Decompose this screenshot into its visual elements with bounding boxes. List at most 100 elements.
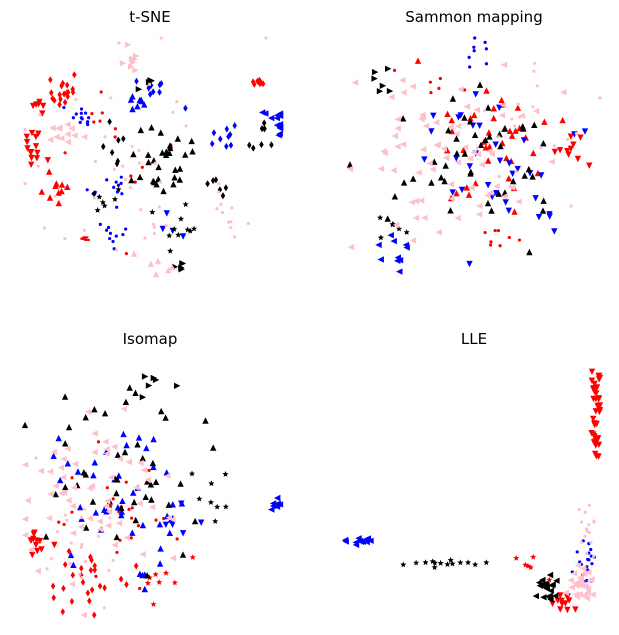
lle-point-pink-tri-left (584, 585, 591, 593)
lle-point-red-tri-down (592, 395, 600, 403)
lle-point-red-tri-down (588, 377, 596, 384)
tsne-point-blue-dot (83, 111, 88, 115)
isomap-point-pink-tri-left (80, 611, 87, 619)
lle-point-pink-dot (577, 507, 581, 511)
sammon-point-pink-tri-left (488, 150, 496, 158)
sammon-point-pink-tri-left (392, 221, 400, 229)
tsne-point-pink-tri-up (152, 270, 160, 278)
isomap-point-blue-tri-up (141, 585, 148, 593)
sammon-point-black-star (377, 214, 384, 221)
sammon-point-blue-tri-down (546, 211, 553, 218)
tsne-point-pink-dot (230, 206, 234, 210)
sammon-point-red-dot (493, 228, 497, 233)
sammon-point-pink-dot (510, 117, 514, 121)
isomap-point-pink-tri-left (59, 474, 67, 481)
isomap-point-black-star (222, 503, 229, 510)
isomap-point-pink-tri-left (125, 458, 132, 466)
tsne-point-black-tri-up (148, 124, 155, 131)
tsne-point-blue-diamond (232, 122, 237, 130)
tsne-point-red-tri-down (28, 154, 35, 162)
lle-point-red-tri-down (592, 450, 599, 458)
sammon-point-pink-tri-left (453, 130, 460, 138)
sammon-point-blue-tri-left (394, 254, 401, 261)
tsne-point-black-diamond (91, 190, 97, 198)
isomap-point-red-diamond (102, 584, 107, 592)
tsne-point-red-tri-down (23, 139, 31, 146)
isomap-point-red-dot (57, 520, 61, 524)
lle-point-red-star (530, 553, 537, 560)
isomap-point-red-tri-down (33, 537, 40, 544)
sammon-point-red-tri-up (559, 116, 566, 124)
isomap-point-pink-tri-left (69, 502, 76, 510)
tsne-point-black-tri-up (171, 174, 178, 181)
sammon-point-blue-tri-down (466, 163, 473, 170)
isomap-point-blue-tri-down (169, 521, 176, 528)
sammon-point-black-tri-up (346, 161, 354, 168)
sammon-point-pink-tri-left (493, 182, 500, 190)
lle-point-red-tri-down (572, 606, 579, 613)
tsne-point-pink-tri-left (49, 124, 56, 132)
tsne-point-pink-dot (123, 177, 128, 182)
lle-point-blue-tri-left (352, 539, 359, 546)
isomap-point-black-tri-up (101, 410, 109, 417)
tsne-point-blue-dot (74, 112, 78, 116)
tsne-point-red-tri-down (35, 130, 42, 137)
tsne-point-pink-dot (264, 36, 268, 40)
tsne-point-black-diamond (269, 141, 274, 149)
isomap-point-pink-tri-left (97, 526, 104, 533)
tsne-point-red-diamond (257, 76, 262, 84)
tsne-point-blue-dot (105, 178, 109, 182)
sammon-point-black-tri-up (526, 248, 533, 256)
isomap-point-black-tri-up (121, 448, 129, 456)
lle-point-blue-tri-left (363, 538, 370, 546)
tsne-point-black-diamond (115, 157, 120, 165)
tsne-point-pink-dot (152, 225, 156, 229)
sammon-point-pink-tri-left (394, 143, 401, 150)
tsne-point-red-diamond (65, 92, 70, 100)
isomap-point-pink-tri-left (57, 464, 65, 471)
tsne-point-blue-tri-up (129, 105, 136, 113)
isomap-point-blue-tri-left (268, 506, 275, 513)
tsne-point-black-tri-up (163, 148, 170, 155)
isomap-point-pink-dot (96, 534, 101, 538)
tsne-point-red-diamond (57, 91, 62, 99)
tsne-point-pink-dot (82, 228, 87, 232)
tsne-point-red-square (58, 187, 65, 195)
tsne-point-black-diamond (247, 141, 252, 149)
isomap-point-red-tri-down (51, 541, 58, 549)
lle-point-pink-tri-left (568, 584, 575, 591)
lle-point-black-star (444, 561, 451, 567)
tsne-point-black-tri-up (153, 181, 160, 188)
tsne-point-pink-dot (38, 113, 42, 117)
isomap-point-black-tri-right (174, 382, 181, 389)
sammon-point-pink-dot (514, 169, 518, 173)
sammon-point-pink-dot (531, 105, 535, 109)
isomap-point-blue-tri-up (130, 489, 137, 496)
lle-point-blue-dot (589, 547, 593, 552)
tsne-point-black-star (94, 207, 101, 213)
isomap-point-pink-tri-left (47, 490, 54, 498)
sammon-point-red-tri-up (485, 157, 492, 164)
sammon-point-red-dot (488, 243, 493, 247)
tsne-point-red-square (46, 168, 53, 175)
isomap-point-red-diamond (88, 566, 94, 574)
sammon-point-blue-tri-down (492, 141, 499, 148)
tsne-point-red-dot (113, 135, 117, 139)
tsne-title: t-SNE (129, 8, 171, 26)
isomap-point-pink-tri-left (102, 438, 109, 445)
tsne-point-red-diamond (58, 95, 63, 103)
sammon-point-pink-dot (512, 124, 517, 128)
tsne-point-black-tri-up (157, 129, 164, 136)
sammon-point-black-star (377, 234, 384, 241)
tsne-point-black-tri-up (182, 151, 189, 158)
tsne-point-blue-diamond (183, 104, 188, 112)
tsne-point-pink-tri-left (58, 135, 65, 142)
sammon-point-red-tri-up (453, 190, 460, 197)
tsne-point-pink-dot (217, 190, 221, 194)
lle-point-red-tri-down (590, 431, 597, 438)
sammon-point-black-tri-up (453, 150, 461, 157)
tsne-point-black-star (187, 227, 194, 234)
tsne-point-black-tri-right (135, 86, 143, 93)
sammon-point-blue-tri-left (390, 237, 397, 245)
isomap-point-red-diamond (69, 597, 75, 605)
